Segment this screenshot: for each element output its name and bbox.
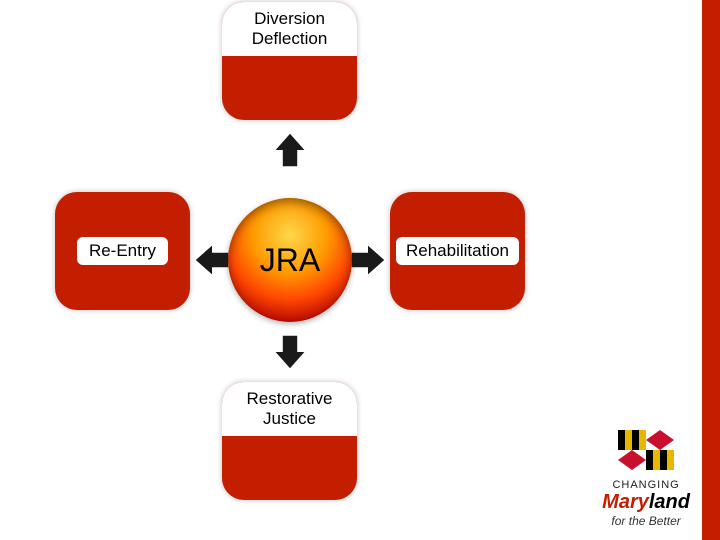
sidebar-accent — [702, 0, 720, 540]
tile-right: Rehabilitation — [390, 192, 525, 310]
brand-logo: CHANGING Maryland for the Better — [602, 430, 690, 528]
brand-line3: for the Better — [602, 514, 690, 528]
arrow-left-icon — [194, 242, 230, 278]
center-sphere: JRA — [228, 198, 352, 322]
tile-top: Diversion Deflection — [222, 2, 357, 120]
brand-line1: CHANGING — [602, 479, 690, 491]
tile-left: Re-Entry — [55, 192, 190, 310]
tile-bottom-label-area: Restorative Justice — [222, 382, 357, 436]
maryland-flag-icon — [618, 430, 674, 470]
arrow-up-icon — [272, 132, 308, 168]
center-label: JRA — [260, 242, 320, 279]
brand-line2: Maryland — [602, 491, 690, 514]
tile-bottom: Restorative Justice — [222, 382, 357, 500]
tile-right-label: Rehabilitation — [396, 237, 519, 265]
tile-bottom-label: Restorative Justice — [247, 389, 333, 430]
tile-top-label-area: Diversion Deflection — [222, 2, 357, 56]
tile-top-label: Diversion Deflection — [252, 9, 328, 50]
arrow-right-icon — [350, 242, 386, 278]
arrow-down-icon — [272, 334, 308, 370]
tile-left-label: Re-Entry — [77, 237, 168, 265]
